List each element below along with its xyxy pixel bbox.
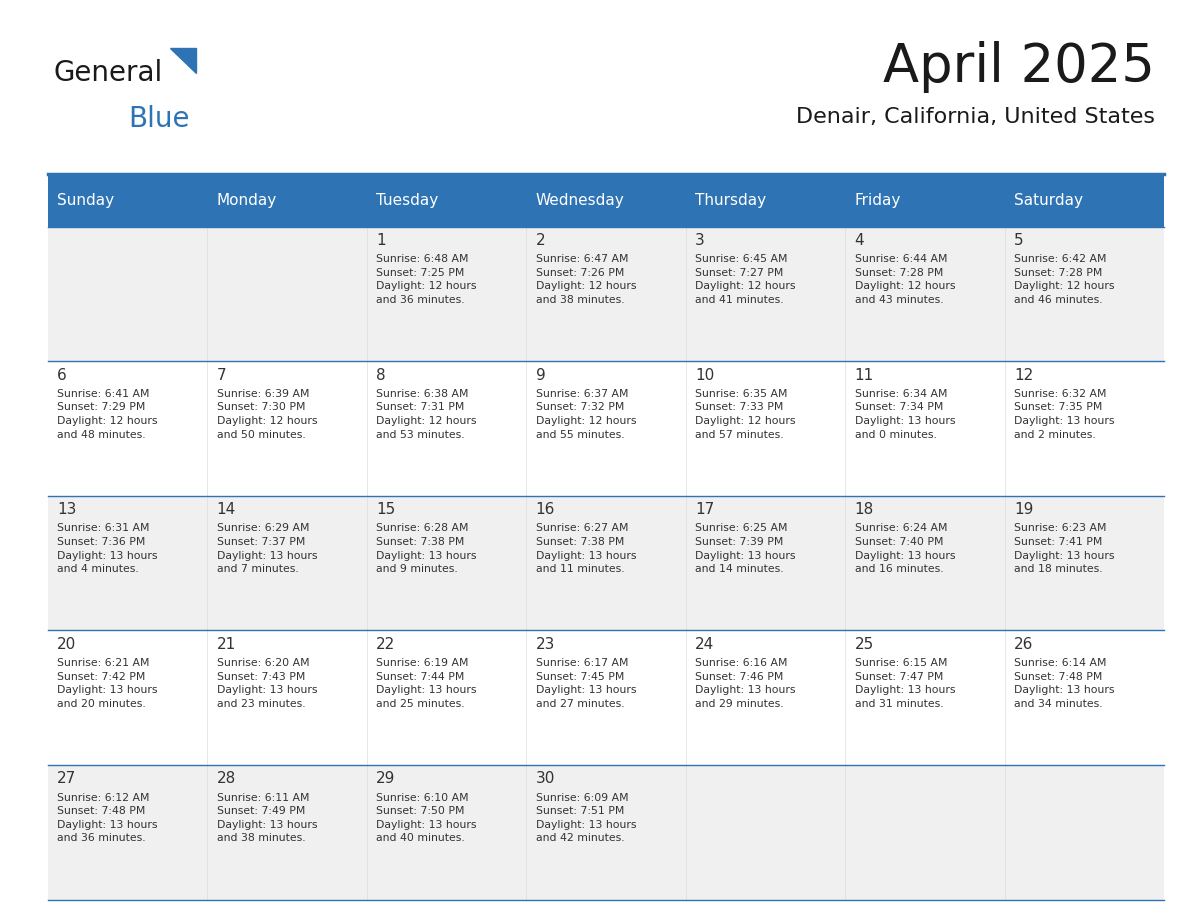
Text: Saturday: Saturday: [1015, 193, 1083, 208]
Bar: [48, 174, 1164, 227]
Text: Sunrise: 6:38 AM
Sunset: 7:31 PM
Daylight: 12 hours
and 53 minutes.: Sunrise: 6:38 AM Sunset: 7:31 PM Dayligh…: [377, 389, 476, 440]
Text: 5: 5: [1015, 233, 1024, 248]
Polygon shape: [170, 48, 196, 73]
Text: 9: 9: [536, 368, 545, 383]
Text: Sunrise: 6:39 AM
Sunset: 7:30 PM
Daylight: 12 hours
and 50 minutes.: Sunrise: 6:39 AM Sunset: 7:30 PM Dayligh…: [216, 389, 317, 440]
Text: 28: 28: [216, 771, 235, 787]
Text: Sunrise: 6:34 AM
Sunset: 7:34 PM
Daylight: 13 hours
and 0 minutes.: Sunrise: 6:34 AM Sunset: 7:34 PM Dayligh…: [854, 389, 955, 440]
Text: Sunrise: 6:31 AM
Sunset: 7:36 PM
Daylight: 13 hours
and 4 minutes.: Sunrise: 6:31 AM Sunset: 7:36 PM Dayligh…: [57, 523, 158, 575]
Text: Sunrise: 6:45 AM
Sunset: 7:27 PM
Daylight: 12 hours
and 41 minutes.: Sunrise: 6:45 AM Sunset: 7:27 PM Dayligh…: [695, 254, 796, 305]
Text: Sunrise: 6:20 AM
Sunset: 7:43 PM
Daylight: 13 hours
and 23 minutes.: Sunrise: 6:20 AM Sunset: 7:43 PM Dayligh…: [216, 658, 317, 709]
Text: Sunrise: 6:41 AM
Sunset: 7:29 PM
Daylight: 12 hours
and 48 minutes.: Sunrise: 6:41 AM Sunset: 7:29 PM Dayligh…: [57, 389, 158, 440]
Text: Monday: Monday: [216, 193, 277, 208]
Text: Sunrise: 6:42 AM
Sunset: 7:28 PM
Daylight: 12 hours
and 46 minutes.: Sunrise: 6:42 AM Sunset: 7:28 PM Dayligh…: [1015, 254, 1114, 305]
Text: Friday: Friday: [854, 193, 901, 208]
Text: Sunrise: 6:14 AM
Sunset: 7:48 PM
Daylight: 13 hours
and 34 minutes.: Sunrise: 6:14 AM Sunset: 7:48 PM Dayligh…: [1015, 658, 1114, 709]
Text: Sunrise: 6:47 AM
Sunset: 7:26 PM
Daylight: 12 hours
and 38 minutes.: Sunrise: 6:47 AM Sunset: 7:26 PM Dayligh…: [536, 254, 636, 305]
Text: Blue: Blue: [128, 105, 190, 133]
Text: 26: 26: [1015, 637, 1034, 652]
Text: Denair, California, United States: Denair, California, United States: [796, 107, 1155, 128]
Text: Sunrise: 6:12 AM
Sunset: 7:48 PM
Daylight: 13 hours
and 36 minutes.: Sunrise: 6:12 AM Sunset: 7:48 PM Dayligh…: [57, 792, 158, 844]
Text: 10: 10: [695, 368, 714, 383]
Text: 13: 13: [57, 502, 76, 518]
Text: Sunrise: 6:21 AM
Sunset: 7:42 PM
Daylight: 13 hours
and 20 minutes.: Sunrise: 6:21 AM Sunset: 7:42 PM Dayligh…: [57, 658, 158, 709]
Text: 3: 3: [695, 233, 704, 248]
Bar: [48, 765, 1164, 900]
Text: Thursday: Thursday: [695, 193, 766, 208]
Text: Sunrise: 6:09 AM
Sunset: 7:51 PM
Daylight: 13 hours
and 42 minutes.: Sunrise: 6:09 AM Sunset: 7:51 PM Dayligh…: [536, 792, 636, 844]
Text: 29: 29: [377, 771, 396, 787]
Text: Sunday: Sunday: [57, 193, 114, 208]
Text: Sunrise: 6:23 AM
Sunset: 7:41 PM
Daylight: 13 hours
and 18 minutes.: Sunrise: 6:23 AM Sunset: 7:41 PM Dayligh…: [1015, 523, 1114, 575]
Text: Sunrise: 6:29 AM
Sunset: 7:37 PM
Daylight: 13 hours
and 7 minutes.: Sunrise: 6:29 AM Sunset: 7:37 PM Dayligh…: [216, 523, 317, 575]
Text: Sunrise: 6:28 AM
Sunset: 7:38 PM
Daylight: 13 hours
and 9 minutes.: Sunrise: 6:28 AM Sunset: 7:38 PM Dayligh…: [377, 523, 476, 575]
Text: 15: 15: [377, 502, 396, 518]
Text: Tuesday: Tuesday: [377, 193, 438, 208]
Text: Sunrise: 6:24 AM
Sunset: 7:40 PM
Daylight: 13 hours
and 16 minutes.: Sunrise: 6:24 AM Sunset: 7:40 PM Dayligh…: [854, 523, 955, 575]
Text: 19: 19: [1015, 502, 1034, 518]
Text: 17: 17: [695, 502, 714, 518]
Text: Sunrise: 6:27 AM
Sunset: 7:38 PM
Daylight: 13 hours
and 11 minutes.: Sunrise: 6:27 AM Sunset: 7:38 PM Dayligh…: [536, 523, 636, 575]
Text: 30: 30: [536, 771, 555, 787]
Bar: [48, 362, 1164, 496]
Text: 22: 22: [377, 637, 396, 652]
Text: 16: 16: [536, 502, 555, 518]
Text: Sunrise: 6:44 AM
Sunset: 7:28 PM
Daylight: 12 hours
and 43 minutes.: Sunrise: 6:44 AM Sunset: 7:28 PM Dayligh…: [854, 254, 955, 305]
Bar: [48, 496, 1164, 631]
Text: Sunrise: 6:15 AM
Sunset: 7:47 PM
Daylight: 13 hours
and 31 minutes.: Sunrise: 6:15 AM Sunset: 7:47 PM Dayligh…: [854, 658, 955, 709]
Text: 11: 11: [854, 368, 874, 383]
Text: Wednesday: Wednesday: [536, 193, 625, 208]
Text: Sunrise: 6:17 AM
Sunset: 7:45 PM
Daylight: 13 hours
and 27 minutes.: Sunrise: 6:17 AM Sunset: 7:45 PM Dayligh…: [536, 658, 636, 709]
Text: 25: 25: [854, 637, 874, 652]
Bar: [48, 631, 1164, 765]
Text: 2: 2: [536, 233, 545, 248]
Text: 7: 7: [216, 368, 226, 383]
Text: Sunrise: 6:35 AM
Sunset: 7:33 PM
Daylight: 12 hours
and 57 minutes.: Sunrise: 6:35 AM Sunset: 7:33 PM Dayligh…: [695, 389, 796, 440]
Text: Sunrise: 6:37 AM
Sunset: 7:32 PM
Daylight: 12 hours
and 55 minutes.: Sunrise: 6:37 AM Sunset: 7:32 PM Dayligh…: [536, 389, 636, 440]
Text: 12: 12: [1015, 368, 1034, 383]
Text: 6: 6: [57, 368, 67, 383]
Text: 24: 24: [695, 637, 714, 652]
Text: General: General: [53, 59, 163, 87]
Text: April 2025: April 2025: [883, 41, 1155, 94]
Text: Sunrise: 6:11 AM
Sunset: 7:49 PM
Daylight: 13 hours
and 38 minutes.: Sunrise: 6:11 AM Sunset: 7:49 PM Dayligh…: [216, 792, 317, 844]
Text: 14: 14: [216, 502, 235, 518]
Bar: [48, 227, 1164, 362]
Text: 18: 18: [854, 502, 874, 518]
Text: 23: 23: [536, 637, 555, 652]
Text: Sunrise: 6:32 AM
Sunset: 7:35 PM
Daylight: 13 hours
and 2 minutes.: Sunrise: 6:32 AM Sunset: 7:35 PM Dayligh…: [1015, 389, 1114, 440]
Text: Sunrise: 6:19 AM
Sunset: 7:44 PM
Daylight: 13 hours
and 25 minutes.: Sunrise: 6:19 AM Sunset: 7:44 PM Dayligh…: [377, 658, 476, 709]
Text: 20: 20: [57, 637, 76, 652]
Text: Sunrise: 6:48 AM
Sunset: 7:25 PM
Daylight: 12 hours
and 36 minutes.: Sunrise: 6:48 AM Sunset: 7:25 PM Dayligh…: [377, 254, 476, 305]
Text: 4: 4: [854, 233, 865, 248]
Text: Sunrise: 6:10 AM
Sunset: 7:50 PM
Daylight: 13 hours
and 40 minutes.: Sunrise: 6:10 AM Sunset: 7:50 PM Dayligh…: [377, 792, 476, 844]
Text: 27: 27: [57, 771, 76, 787]
Text: Sunrise: 6:16 AM
Sunset: 7:46 PM
Daylight: 13 hours
and 29 minutes.: Sunrise: 6:16 AM Sunset: 7:46 PM Dayligh…: [695, 658, 796, 709]
Text: 1: 1: [377, 233, 386, 248]
Text: 21: 21: [216, 637, 235, 652]
Text: Sunrise: 6:25 AM
Sunset: 7:39 PM
Daylight: 13 hours
and 14 minutes.: Sunrise: 6:25 AM Sunset: 7:39 PM Dayligh…: [695, 523, 796, 575]
Text: 8: 8: [377, 368, 386, 383]
